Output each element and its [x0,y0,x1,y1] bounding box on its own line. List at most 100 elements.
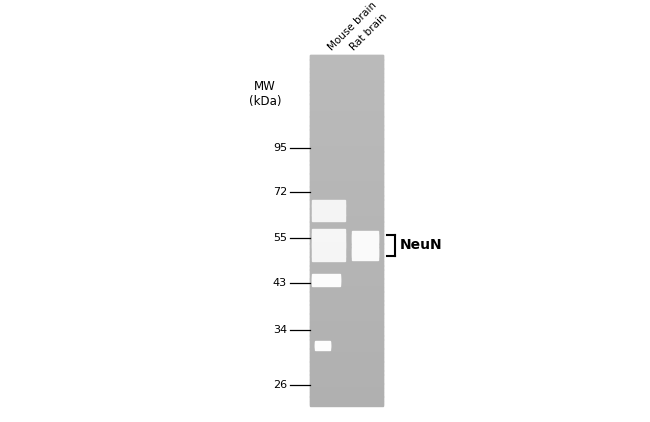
Bar [352,247,378,257]
Bar [310,387,383,392]
Bar [310,348,383,353]
Bar [310,116,383,121]
Bar [310,287,383,292]
Bar [352,235,378,241]
Bar [310,317,383,322]
Text: Mouse brain: Mouse brain [326,0,378,52]
Bar [310,335,383,340]
Bar [310,365,383,371]
Bar [310,55,383,60]
Bar [310,160,383,165]
Bar [310,243,383,248]
Bar [310,339,383,344]
Bar [310,296,383,300]
Bar [310,370,383,375]
Bar [310,234,383,239]
Bar [310,208,383,213]
Bar [310,239,383,243]
Bar [310,64,383,69]
Bar [310,352,383,357]
Text: Rat brain: Rat brain [348,11,389,52]
Bar [310,68,383,73]
Bar [312,278,340,282]
Bar [312,249,345,255]
Bar [310,247,383,252]
Bar [310,173,383,178]
Bar [310,186,383,191]
Bar [310,226,383,230]
Bar [310,178,383,182]
Bar [352,244,378,260]
Bar [310,383,383,388]
Bar [310,304,383,309]
Bar [310,230,383,235]
Bar [310,151,383,156]
Bar [310,138,383,143]
Bar [310,278,383,283]
Bar [310,269,383,274]
Bar [310,400,383,406]
Bar [310,95,383,99]
Bar [310,77,383,82]
Text: 55: 55 [273,233,287,243]
Bar [315,342,330,348]
Bar [310,213,383,217]
Bar [312,229,345,247]
Bar [310,169,383,173]
Bar [310,313,383,318]
Bar [310,125,383,130]
Bar [310,396,383,401]
Bar [310,99,383,104]
Bar [310,103,383,108]
Text: 43: 43 [273,278,287,288]
Bar [310,261,383,265]
Bar [310,156,383,160]
Bar [310,108,383,112]
Bar [312,246,345,257]
Bar [312,276,340,284]
Bar [312,274,340,286]
Bar [310,165,383,169]
Bar [310,221,383,226]
Bar [310,252,383,257]
Bar [310,55,383,405]
Bar [310,291,383,296]
Bar [312,243,345,261]
Bar [310,265,383,270]
Bar [310,322,383,327]
Bar [310,256,383,261]
Bar [310,204,383,208]
Bar [310,300,383,305]
Bar [310,282,383,287]
Bar [310,199,383,204]
Bar [310,73,383,77]
Text: 72: 72 [273,187,287,197]
Bar [310,195,383,200]
Bar [310,357,383,362]
Bar [310,274,383,279]
Bar [315,341,330,349]
Bar [310,147,383,152]
Bar [312,235,345,241]
Bar [310,309,383,314]
Bar [310,60,383,64]
Bar [312,233,345,243]
Bar [352,249,378,254]
Bar [310,379,383,384]
Bar [352,233,378,243]
Bar [310,361,383,366]
Bar [310,86,383,90]
Text: NeuN: NeuN [400,238,443,252]
Bar [310,134,383,138]
Bar [310,112,383,117]
Bar [310,374,383,379]
Bar [310,344,383,349]
Bar [352,230,378,246]
Bar [310,121,383,125]
Bar [310,81,383,86]
Bar [310,143,383,147]
Bar [310,330,383,335]
Bar [310,191,383,195]
Bar [310,182,383,187]
Bar [310,90,383,95]
